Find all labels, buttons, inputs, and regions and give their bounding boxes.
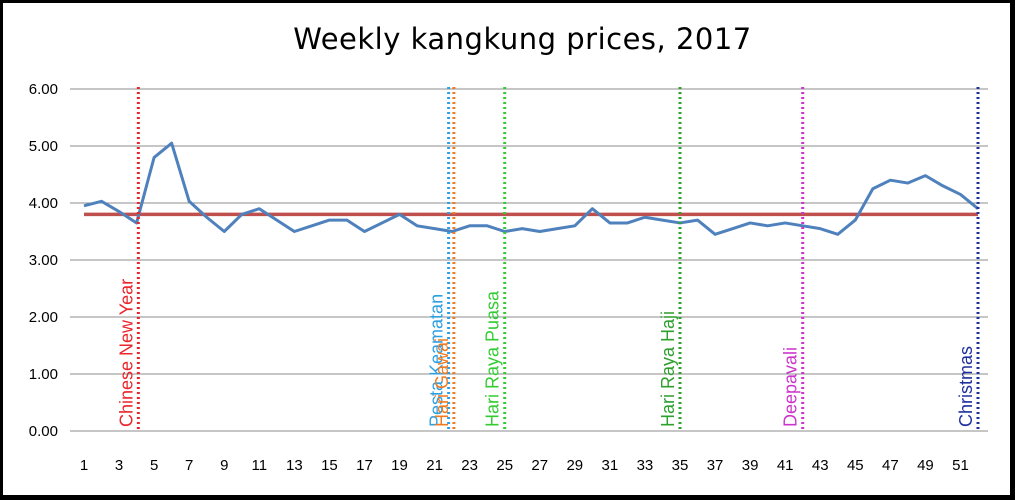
event-label: Deepavali [781,347,801,427]
x-tick-label: 33 [637,457,654,474]
event-label: Pesta Keamatan [427,294,447,427]
x-tick-label: 21 [426,457,443,474]
x-tick-label: 49 [917,457,934,474]
price-line [83,141,979,236]
event-label: Hari Raya Haji [658,311,678,427]
y-tick-label: 6.00 [29,81,58,98]
x-tick-label: 5 [150,457,158,474]
x-tick-label: 37 [707,457,724,474]
y-tick-label: 3.00 [29,252,58,269]
x-tick-label: 47 [882,457,899,474]
y-tick-label: 0.00 [29,423,58,440]
x-tick-label: 19 [391,457,408,474]
y-tick-label: 5.00 [29,138,58,155]
x-tick-label: 43 [812,457,829,474]
x-tick-label: 41 [777,457,794,474]
series-group [83,141,979,236]
x-tick-label: 35 [672,457,689,474]
x-tick-label: 1 [80,457,88,474]
y-axis-ticks: 0.00 1.00 2.00 3.00 4.00 5.00 6.00 [29,81,58,440]
x-tick-label: 15 [321,457,338,474]
x-tick-label: 27 [531,457,548,474]
gridlines [70,88,988,375]
x-tick-label: 51 [952,457,969,474]
x-tick-label: 13 [286,457,303,474]
chart-title: Weekly kangkung prices, 2017 [293,22,752,56]
x-tick-label: 7 [185,457,193,474]
y-tick-label: 1.00 [29,366,58,383]
x-tick-label: 45 [847,457,864,474]
event-label: Hari Raya Puasa [483,290,503,427]
x-tick-label: 25 [496,457,513,474]
event-label: Christmas [956,346,976,427]
x-axis-ticks: 1 3 5 7 9 11 13 15 17 19 21 23 25 27 29 31 33 35 37 39 41 43 4… [80,457,969,474]
x-tick-label: 31 [602,457,619,474]
event-label: Chinese New Year [116,279,136,427]
x-tick-label: 39 [742,457,759,474]
x-tick-label: 11 [252,457,268,474]
chart-frame [3,3,1010,495]
y-tick-label: 2.00 [29,309,58,326]
y-tick-label: 4.00 [29,195,58,212]
event-label: Hari Gawai [432,338,452,427]
x-tick-label: 3 [115,457,123,474]
x-tick-label: 17 [356,457,373,474]
x-tick-label: 29 [566,457,583,474]
x-tick-label: 23 [461,457,478,474]
x-tick-label: 9 [220,457,228,474]
